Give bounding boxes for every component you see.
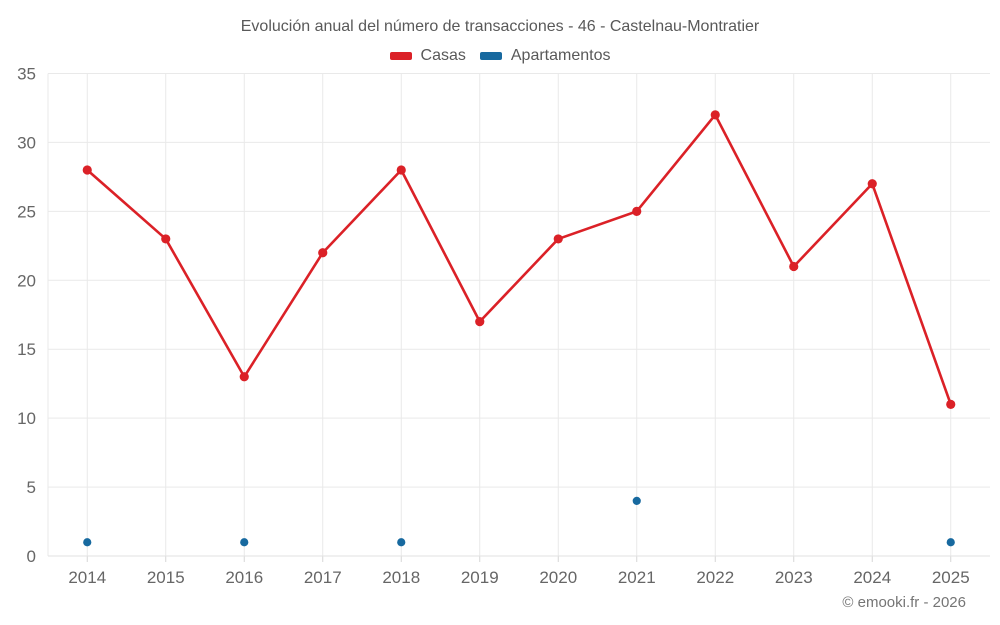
series-point-casas-2015[interactable] [161,234,171,244]
legend-item-apartamentos[interactable]: Apartamentos [479,47,611,65]
chart-legend: Casas Apartamentos [0,47,1000,65]
series-line-casas [85,113,953,406]
y-tick-label-10: 10 [17,409,36,428]
x-tick-label-2025: 2025 [932,568,970,587]
y-tick-label-15: 15 [17,340,36,359]
x-tick-label-2023: 2023 [775,568,813,587]
series-point-apartamentos-2014[interactable] [83,538,92,547]
copyright-text: © emooki.fr - 2026 [842,594,966,611]
series-point-casas-2023[interactable] [789,261,799,272]
series-point-casas-2020[interactable] [553,234,563,244]
x-tick-label-2014: 2014 [68,568,106,587]
y-tick-label-35: 35 [17,65,36,84]
x-tick-label-2021: 2021 [618,568,656,587]
series-point-casas-2014[interactable] [82,165,92,175]
x-tick-label-2016: 2016 [225,568,263,587]
legend-swatch-apartamentos [479,52,502,60]
x-tick-label-2018: 2018 [382,568,420,587]
series-point-apartamentos-2025[interactable] [946,538,955,547]
legend-item-casas[interactable]: Casas [389,47,466,65]
series-point-casas-2019[interactable] [475,317,485,327]
series-point-casas-2017[interactable] [318,248,328,258]
legend-label-apartamentos: Apartamentos [510,47,611,64]
series-point-casas-2016[interactable] [239,372,249,382]
series-point-casas-2024[interactable] [867,179,877,189]
chart-title: Evolución anual del número de transaccio… [240,18,760,35]
series-point-casas-2022[interactable] [710,110,720,120]
x-tick-label-2020: 2020 [539,568,577,587]
series-point-casas-2025[interactable] [946,399,956,409]
series-point-apartamentos-2021[interactable] [632,496,641,505]
y-tick-label-5: 5 [27,478,36,497]
y-tick-label-30: 30 [17,133,36,152]
series-point-casas-2018[interactable] [396,165,406,175]
x-tick-label-2022: 2022 [696,568,734,587]
x-tick-label-2024: 2024 [853,568,891,587]
y-tick-label-0: 0 [27,547,36,566]
legend-label-casas: Casas [420,47,466,64]
series-point-casas-2021[interactable] [632,206,642,216]
x-tick-label-2019: 2019 [461,568,499,587]
series-point-apartamentos-2016[interactable] [240,538,249,547]
x-tick-label-2015: 2015 [147,568,185,587]
series-point-apartamentos-2018[interactable] [397,538,406,547]
y-tick-label-20: 20 [17,271,36,290]
legend-swatch-casas [389,52,412,60]
y-tick-label-25: 25 [17,202,36,221]
x-tick-label-2017: 2017 [304,568,342,587]
